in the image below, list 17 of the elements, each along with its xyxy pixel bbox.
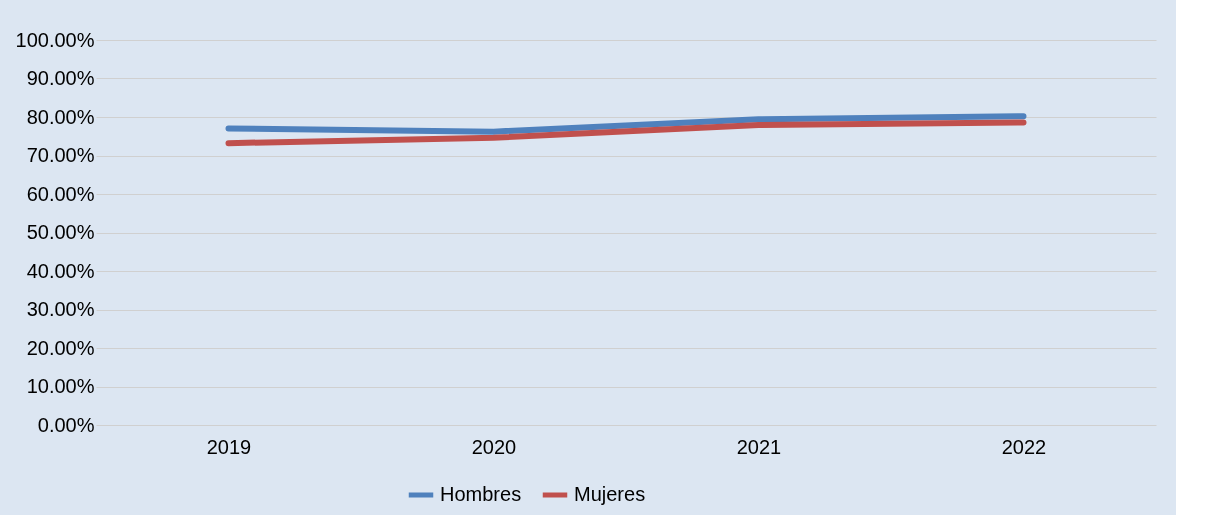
y-tick-label: 60.00% <box>26 182 95 205</box>
y-tick-label: 30.00% <box>26 298 95 320</box>
y-tick-label: 40.00% <box>26 259 95 282</box>
y-tick-label: 80.00% <box>26 105 95 128</box>
y-tick-label: 20.00% <box>26 336 95 359</box>
y-tick-label: 100.00% <box>15 28 95 51</box>
x-tick-label: 2020 <box>471 435 517 458</box>
x-tick-label: 2021 <box>736 435 782 458</box>
legend-label: Hombres <box>440 483 522 505</box>
y-tick-label: 50.00% <box>26 221 95 243</box>
y-tick-label: 90.00% <box>26 67 95 89</box>
legend-label: Mujeres <box>574 483 646 505</box>
x-tick-label: 2022 <box>1001 435 1047 458</box>
y-tick-label: 0.00% <box>37 413 95 436</box>
y-tick-label: 70.00% <box>26 144 95 166</box>
y-tick-label: 10.00% <box>26 375 95 397</box>
x-tick-label: 2019 <box>206 435 252 458</box>
